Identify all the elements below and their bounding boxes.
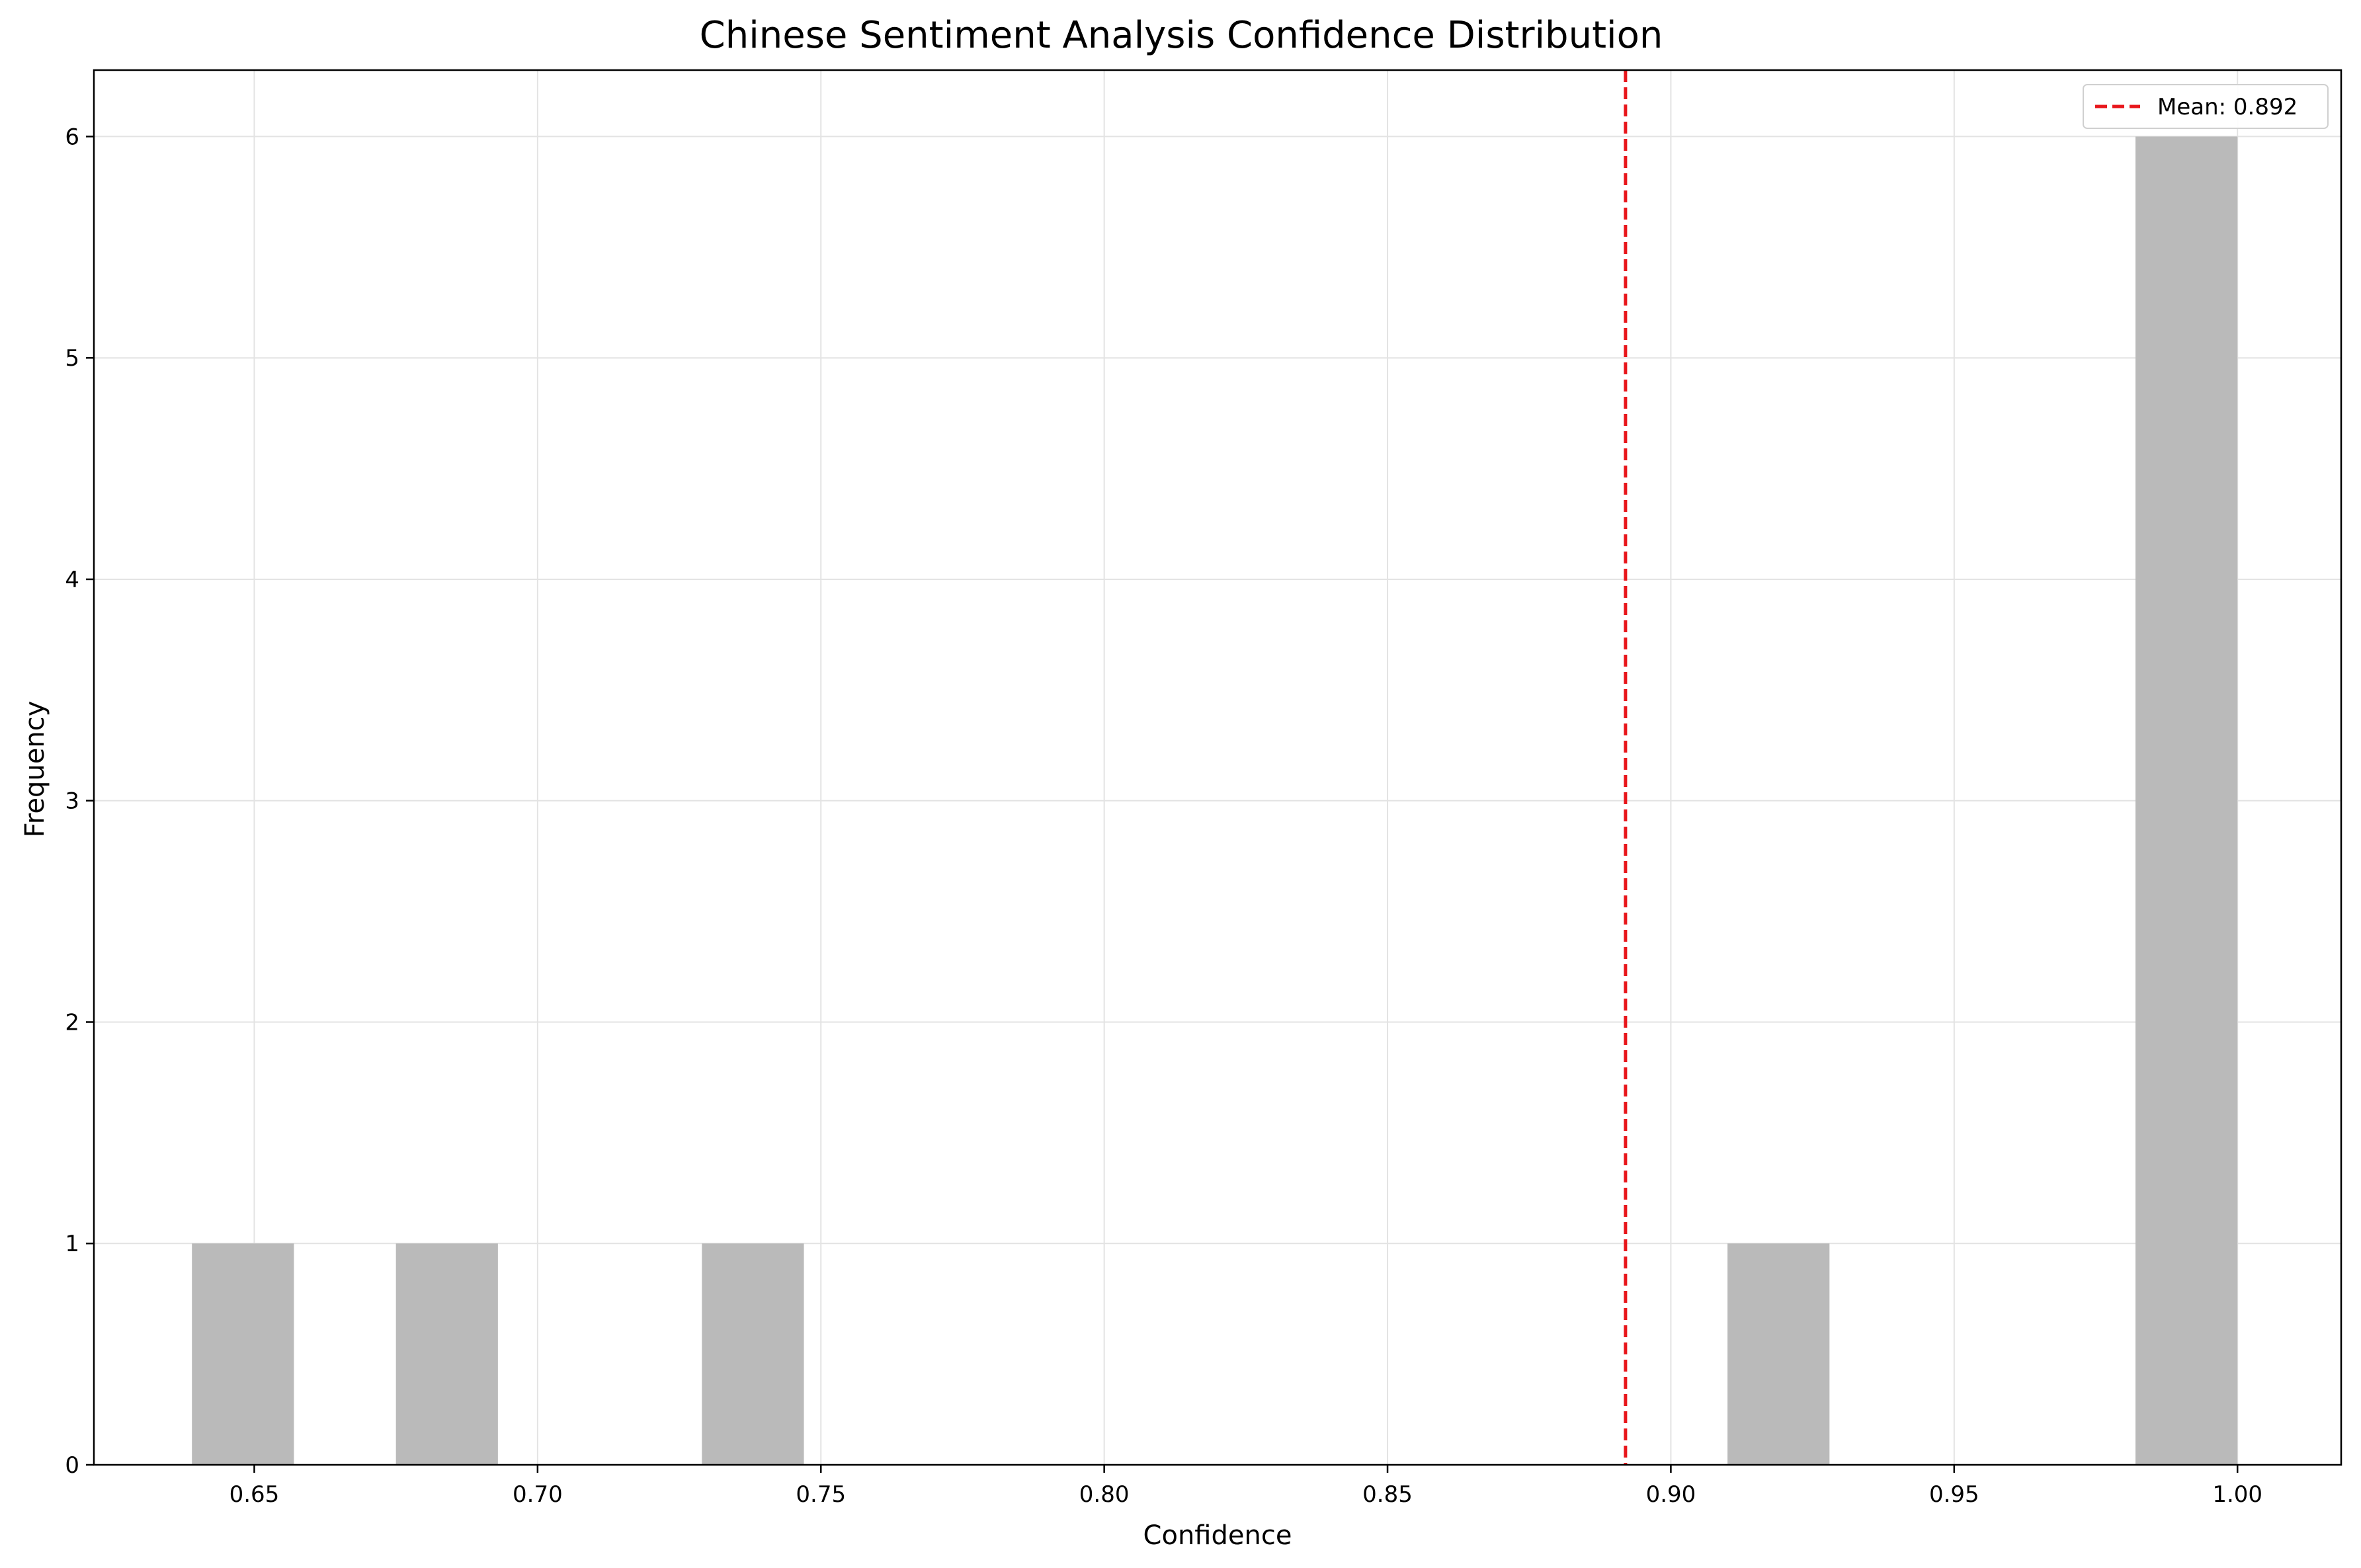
y-axis-label: Frequency (20, 701, 50, 838)
x-tick-label: 0.85 (1362, 1481, 1413, 1508)
y-tick-label: 1 (65, 1231, 79, 1257)
x-tick-label: 0.75 (796, 1481, 846, 1508)
y-tick-label: 6 (65, 124, 79, 150)
histogram-bar (702, 1243, 804, 1465)
x-axis-ticks: 0.65 0.70 0.75 0.80 0.85 0.90 0.95 1.00 (229, 1465, 2262, 1508)
x-tick-label: 0.70 (513, 1481, 563, 1508)
x-tick-label: 0.95 (1929, 1481, 1979, 1508)
y-tick-label: 0 (65, 1452, 79, 1479)
y-axis-ticks: 0 1 2 3 4 5 6 (65, 124, 94, 1479)
chart-title: Chinese Sentiment Analysis Confidence Di… (700, 14, 1663, 57)
y-tick-label: 5 (65, 345, 79, 372)
legend-box (2083, 84, 2329, 129)
y-tick-label: 2 (65, 1009, 79, 1036)
legend-mean-label: Mean: 0.892 (2157, 94, 2298, 120)
x-tick-label: 0.90 (1646, 1481, 1696, 1508)
grid-lines (94, 70, 2341, 1465)
histogram-bar (1727, 1243, 1830, 1465)
x-tick-label: 0.65 (229, 1481, 280, 1508)
x-tick-label: 1.00 (2212, 1481, 2262, 1508)
histogram-bar (192, 1243, 294, 1465)
histogram-bars (192, 136, 2238, 1465)
plot-frame (93, 69, 2342, 1466)
y-tick-label: 4 (65, 567, 79, 593)
x-tick-label: 0.80 (1079, 1481, 1130, 1508)
histogram-bar (2135, 136, 2238, 1465)
histogram-bar (395, 1243, 498, 1465)
legend: Mean: 0.892 (2083, 84, 2329, 129)
y-tick-label: 3 (65, 788, 79, 815)
x-axis-label: Confidence (1143, 1520, 1292, 1551)
